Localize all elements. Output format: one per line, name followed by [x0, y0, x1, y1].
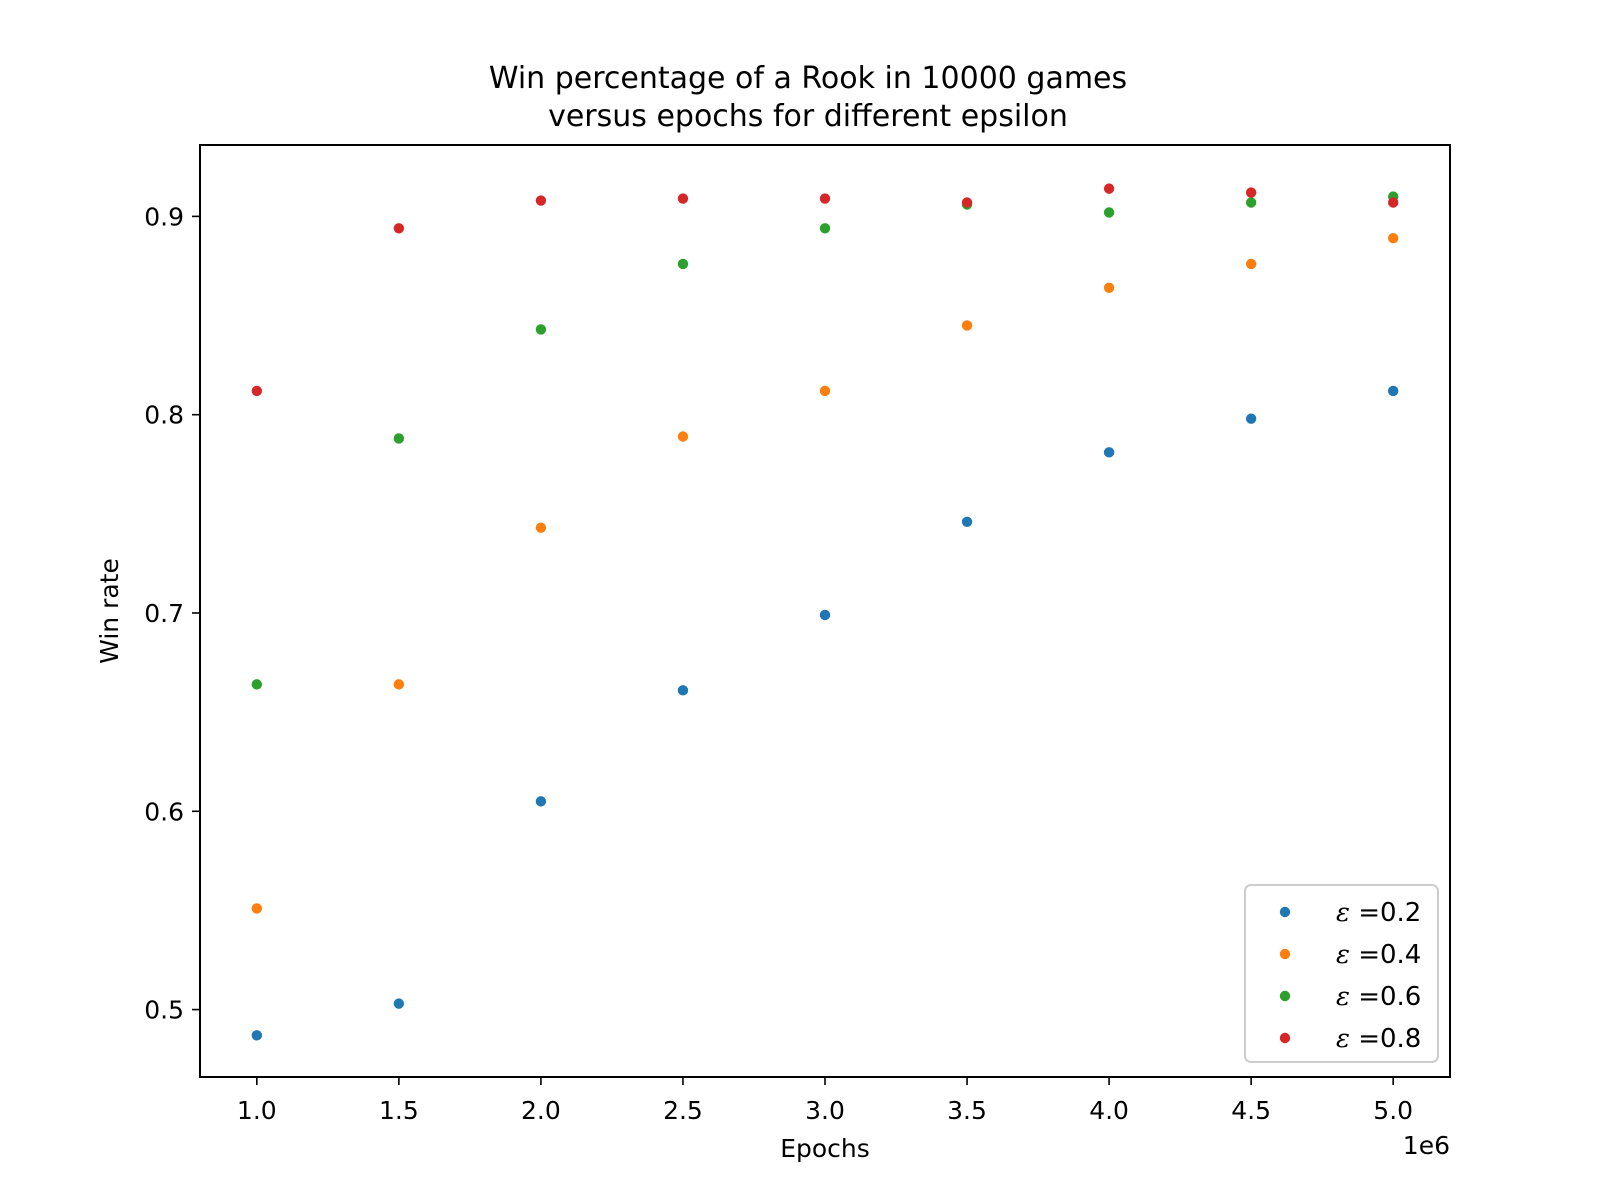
- data-point: [393, 679, 405, 690]
- data-point: [1103, 282, 1115, 293]
- x-tick-label: 3.0: [805, 1096, 845, 1125]
- data-point: [819, 223, 831, 234]
- data-point: [251, 1030, 263, 1041]
- y-tick-label: 0.7: [144, 599, 184, 628]
- data-point: [677, 258, 689, 270]
- chart-title-line-2: versus epochs for different epsilon: [548, 99, 1068, 134]
- x-axis-label: Epochs: [780, 1134, 870, 1163]
- data-point: [961, 320, 973, 331]
- data-point: [1103, 207, 1115, 218]
- y-tick-label: 0.9: [144, 202, 184, 231]
- x-axis-offset-label: 1e6: [1403, 1131, 1450, 1160]
- x-tick-label: 4.0: [1089, 1096, 1129, 1125]
- chart-title-line-1: Win percentage of a Rook in 10000 games: [489, 61, 1127, 96]
- data-point: [393, 433, 405, 444]
- data-point: [535, 522, 547, 533]
- data-point: [251, 679, 263, 690]
- legend-marker: [1279, 948, 1291, 960]
- data-point: [393, 223, 405, 234]
- y-axis-label: Win rate: [95, 558, 124, 664]
- legend-marker: [1279, 1032, 1291, 1044]
- data-point: [535, 324, 547, 335]
- data-points: [251, 183, 1399, 1041]
- data-point: [1387, 197, 1399, 208]
- data-point: [535, 195, 547, 206]
- legend-marker: [1279, 906, 1291, 918]
- data-point: [1245, 258, 1257, 270]
- x-tick-label: 3.5: [947, 1096, 987, 1125]
- data-point: [819, 609, 831, 621]
- x-tick-label: 2.5: [663, 1096, 703, 1125]
- legend-symbol: ε: [1336, 1024, 1350, 1054]
- legend-value: =0.6: [1350, 982, 1421, 1012]
- data-point: [677, 193, 689, 204]
- legend-entry: ε =0.8: [1336, 1024, 1421, 1054]
- y-tick-label: 0.8: [144, 401, 184, 430]
- x-tick-label: 5.0: [1373, 1096, 1413, 1125]
- data-point: [819, 193, 831, 204]
- data-point: [1387, 233, 1399, 244]
- legend-entry: ε =0.2: [1336, 898, 1421, 928]
- data-point: [961, 516, 973, 527]
- x-tick-label: 1.5: [379, 1096, 419, 1125]
- x-tick-label: 2.0: [521, 1096, 561, 1125]
- legend-value: =0.4: [1350, 940, 1421, 970]
- data-point: [1387, 385, 1399, 397]
- data-point: [1245, 413, 1257, 424]
- data-point: [251, 903, 263, 914]
- y-axis: 0.5 0.6 0.7 0.8 0.9: [144, 202, 200, 1025]
- x-axis: 1.0 1.5 2.0 2.5 3.0 3.5 4.0 4.5 5.0: [237, 1077, 1413, 1125]
- data-point: [1245, 197, 1257, 208]
- data-point: [1245, 187, 1257, 198]
- data-point: [1103, 447, 1115, 458]
- y-tick-label: 0.5: [144, 996, 184, 1025]
- data-point: [393, 998, 405, 1009]
- legend: ε =0.2ε =0.4ε =0.6ε =0.8: [1244, 884, 1439, 1063]
- data-point: [961, 197, 973, 208]
- legend-symbol: ε: [1336, 898, 1350, 928]
- legend-value: =0.8: [1350, 1024, 1421, 1054]
- legend-symbol: ε: [1336, 940, 1350, 970]
- data-point: [535, 796, 547, 807]
- data-point: [1103, 183, 1115, 194]
- legend-entry: ε =0.6: [1336, 982, 1421, 1012]
- data-point: [819, 385, 831, 397]
- y-tick-label: 0.6: [144, 797, 184, 826]
- legend-frame: [1244, 884, 1439, 1063]
- data-point: [677, 431, 689, 442]
- legend-symbol: ε: [1336, 982, 1350, 1012]
- legend-entry: ε =0.4: [1336, 940, 1421, 970]
- data-point: [677, 685, 689, 696]
- data-point: [251, 385, 263, 397]
- x-tick-label: 4.5: [1231, 1096, 1271, 1125]
- x-tick-label: 1.0: [237, 1096, 277, 1125]
- legend-marker: [1279, 990, 1291, 1002]
- legend-value: =0.2: [1350, 898, 1421, 928]
